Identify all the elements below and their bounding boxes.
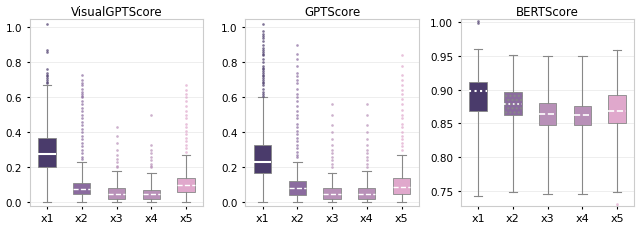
PathPatch shape — [393, 178, 410, 194]
PathPatch shape — [254, 145, 271, 173]
PathPatch shape — [504, 93, 522, 115]
PathPatch shape — [609, 96, 626, 124]
PathPatch shape — [108, 188, 125, 199]
Title: BERTScore: BERTScore — [516, 5, 579, 19]
Title: VisualGPTScore: VisualGPTScore — [70, 5, 163, 19]
Title: GPTScore: GPTScore — [304, 5, 360, 19]
PathPatch shape — [358, 188, 376, 199]
PathPatch shape — [73, 183, 90, 194]
PathPatch shape — [289, 182, 306, 196]
PathPatch shape — [573, 106, 591, 125]
PathPatch shape — [177, 178, 195, 192]
PathPatch shape — [38, 138, 56, 168]
PathPatch shape — [539, 104, 556, 125]
PathPatch shape — [470, 82, 487, 112]
PathPatch shape — [323, 188, 340, 199]
PathPatch shape — [143, 190, 160, 199]
